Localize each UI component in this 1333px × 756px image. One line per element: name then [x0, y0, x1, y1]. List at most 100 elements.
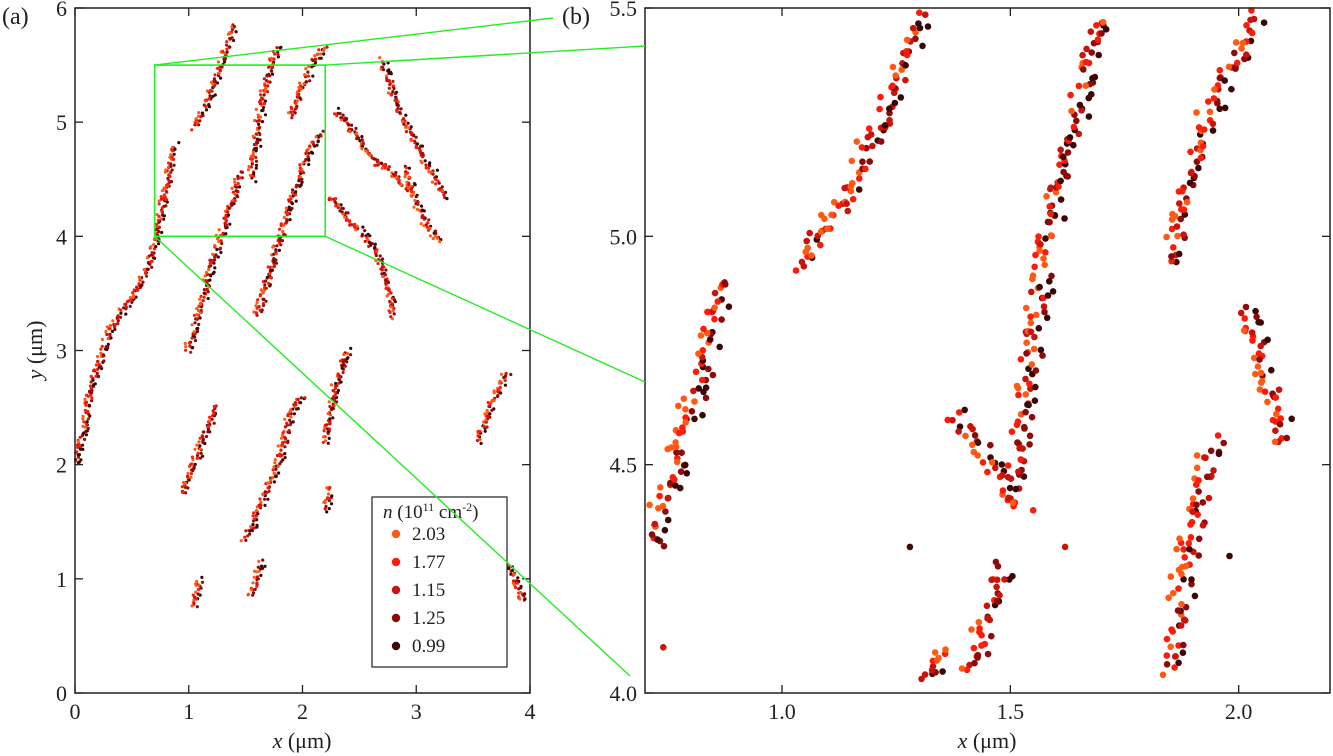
data-point	[420, 215, 424, 220]
data-point	[89, 374, 93, 378]
data-point	[256, 113, 260, 117]
data-point	[345, 357, 349, 361]
data-point	[328, 486, 332, 490]
y-tick-label: 1	[56, 567, 67, 592]
data-point	[204, 270, 208, 275]
data-point	[189, 472, 193, 476]
data-point	[256, 140, 260, 145]
data-point	[700, 325, 707, 333]
data-point	[227, 206, 231, 210]
data-point	[270, 72, 275, 76]
data-point	[1028, 288, 1035, 296]
data-point	[1200, 126, 1208, 133]
data-point	[994, 563, 1002, 570]
data-point	[261, 492, 265, 496]
data-point	[1264, 336, 1271, 344]
data-point	[202, 291, 206, 295]
data-point	[198, 119, 202, 123]
data-point	[198, 297, 202, 301]
data-point	[275, 244, 279, 248]
data-point	[695, 385, 702, 392]
data-point	[383, 273, 388, 277]
data-point	[272, 465, 276, 469]
data-point	[228, 45, 232, 49]
legend-entry-label: 2.03	[412, 524, 445, 545]
data-point	[298, 96, 302, 100]
data-point	[303, 159, 307, 163]
data-point	[1022, 375, 1029, 383]
data-point	[153, 256, 157, 260]
data-point	[523, 597, 527, 601]
data-point	[137, 275, 141, 279]
data-point	[169, 164, 173, 168]
data-point	[291, 194, 295, 198]
data-point	[137, 282, 141, 286]
data-point	[503, 374, 508, 378]
data-point	[100, 344, 104, 348]
data-point	[699, 411, 706, 419]
data-point	[1195, 164, 1202, 172]
data-point	[208, 94, 212, 98]
data-point	[1087, 28, 1095, 35]
data-point	[657, 484, 664, 491]
data-point	[1238, 45, 1245, 52]
data-point	[424, 166, 428, 170]
data-point	[91, 378, 95, 382]
data-point	[300, 177, 304, 181]
data-point	[213, 93, 217, 97]
data-point	[427, 218, 431, 222]
data-point	[1047, 210, 1054, 218]
data-point	[190, 336, 194, 340]
data-point	[247, 592, 251, 596]
zoom-connector-line	[325, 45, 646, 66]
data-point	[402, 122, 406, 126]
data-point	[1206, 108, 1214, 116]
data-point	[192, 465, 196, 469]
data-point	[409, 184, 413, 188]
data-point	[1017, 456, 1025, 463]
data-point	[395, 108, 399, 112]
data-point	[346, 211, 350, 215]
data-point	[160, 189, 164, 193]
data-point	[171, 145, 175, 149]
data-point	[1239, 39, 1247, 47]
data-point	[1041, 308, 1048, 316]
data-point	[698, 376, 706, 384]
data-point	[196, 592, 200, 596]
y-tick-label: 3	[56, 339, 67, 364]
data-point	[413, 183, 417, 187]
data-point	[683, 470, 691, 477]
data-point	[160, 206, 164, 210]
data-point	[297, 89, 301, 93]
zoom-connector-line	[324, 235, 646, 383]
panel-b-label: (b)	[562, 4, 590, 30]
data-point	[1015, 391, 1022, 399]
data-point	[433, 177, 438, 181]
data-point	[263, 83, 267, 87]
data-point	[378, 56, 382, 60]
data-point	[322, 46, 327, 50]
data-point	[259, 500, 263, 504]
data-point	[970, 644, 978, 652]
data-point	[310, 151, 315, 155]
data-point	[695, 350, 702, 358]
data-point	[1195, 552, 1202, 559]
data-point	[1001, 576, 1008, 583]
data-point	[1188, 580, 1195, 588]
data-point	[385, 77, 389, 81]
data-point	[224, 223, 228, 227]
data-point	[290, 202, 294, 206]
data-point	[828, 211, 835, 219]
data-point	[155, 227, 159, 231]
data-point	[1221, 104, 1229, 112]
data-point	[254, 107, 258, 111]
data-point	[367, 240, 371, 244]
data-point	[327, 436, 331, 440]
data-point	[169, 180, 174, 184]
data-point	[1036, 283, 1043, 291]
data-point	[76, 445, 80, 449]
data-point	[251, 581, 255, 585]
data-point	[1016, 445, 1023, 452]
data-point	[322, 429, 326, 433]
data-point	[391, 90, 395, 94]
